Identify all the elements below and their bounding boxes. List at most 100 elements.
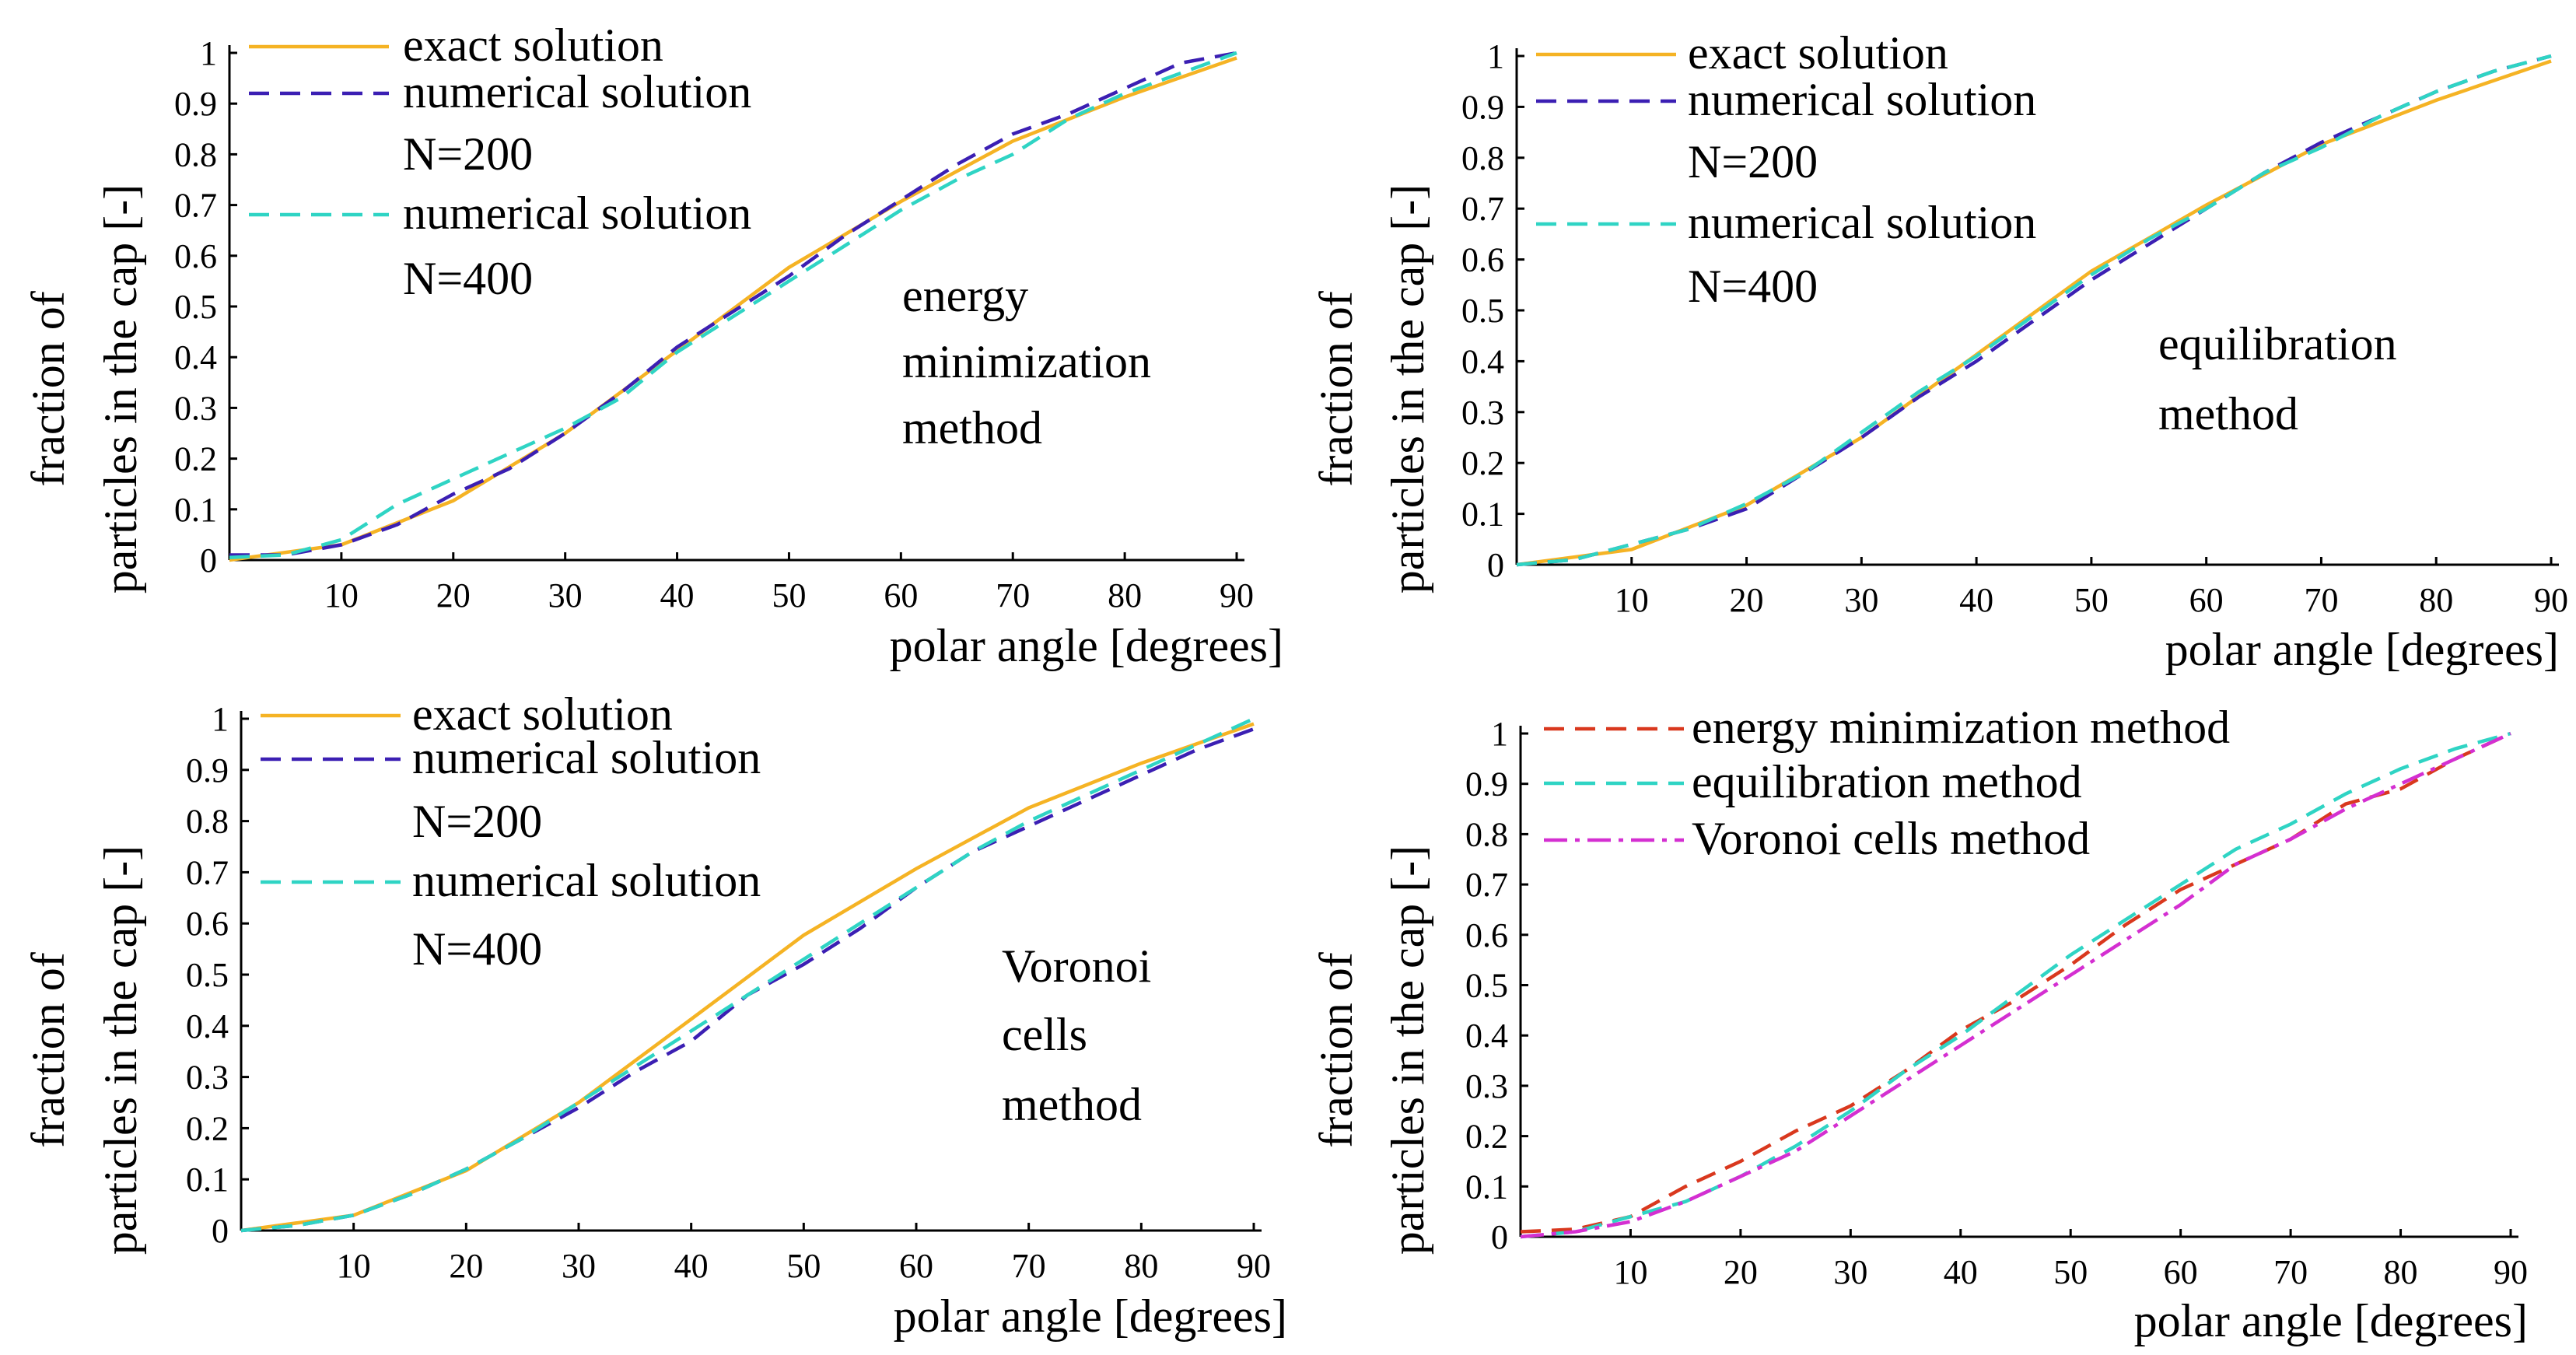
x-axis-label: polar angle [degrees] bbox=[890, 620, 1283, 671]
x-tick-label: 30 bbox=[562, 1247, 596, 1285]
method-annotation: cells bbox=[1002, 1009, 1087, 1060]
y-tick-label: 0.1 bbox=[1461, 495, 1504, 534]
y-axis-label: fraction of bbox=[23, 952, 74, 1148]
x-tick-label: 20 bbox=[436, 576, 471, 614]
y-tick-label: 0.9 bbox=[186, 751, 229, 790]
x-tick-label: 60 bbox=[2189, 581, 2224, 619]
legend-label: exact solution bbox=[412, 688, 673, 740]
series-line-3 bbox=[1516, 54, 2552, 567]
x-tick-label: 40 bbox=[1944, 1253, 1978, 1291]
x-axis-label: polar angle [degrees] bbox=[2134, 1295, 2528, 1346]
y-tick-label: 0.8 bbox=[1461, 139, 1504, 177]
y-tick-label: 0.2 bbox=[1465, 1118, 1508, 1156]
y-tick-label: 0.6 bbox=[1465, 916, 1508, 954]
x-tick-label: 20 bbox=[1730, 581, 1764, 619]
y-tick-label: 1 bbox=[1491, 715, 1508, 753]
y-tick-label: 0.6 bbox=[1461, 241, 1504, 279]
x-tick-label: 80 bbox=[1108, 576, 1142, 614]
chart-2: 0 0.1 0.2 0.3 0.4 0.5 0.6 0.7 0.8 0.9 1 10 20 30 40 50 6… bbox=[1311, 27, 2568, 675]
x-tick-label: 60 bbox=[899, 1247, 933, 1285]
series-line-3 bbox=[1520, 731, 2511, 1239]
y-tick-label: 0.7 bbox=[1465, 866, 1508, 904]
legend-label: numerical solution bbox=[1688, 74, 2036, 125]
x-axis-label: polar angle [degrees] bbox=[2165, 624, 2559, 675]
legend-label: energy minimization method bbox=[1692, 702, 2230, 753]
method-annotation: minimization bbox=[902, 336, 1151, 387]
y-tick-label: 1 bbox=[200, 34, 217, 72]
x-tick-label: 70 bbox=[996, 576, 1030, 614]
y-axis-label: particles in the cap [-] bbox=[1382, 184, 1433, 593]
legend-label: numerical solution bbox=[403, 187, 751, 239]
x-tick-label: 40 bbox=[660, 576, 695, 614]
x-tick-label: 90 bbox=[1237, 1247, 1271, 1285]
legend-label: N=400 bbox=[412, 923, 542, 975]
legend-label: N=200 bbox=[403, 128, 533, 180]
y-tick-label: 1 bbox=[1487, 37, 1504, 75]
series-line-3 bbox=[240, 716, 1255, 1233]
x-tick-label: 90 bbox=[2534, 581, 2568, 619]
method-annotation: method bbox=[902, 402, 1042, 453]
method-annotation: method bbox=[2158, 388, 2298, 439]
y-tick-label: 0.9 bbox=[1461, 88, 1504, 126]
x-tick-label: 10 bbox=[337, 1247, 371, 1285]
y-axis-label: particles in the cap [-] bbox=[95, 184, 146, 593]
series-line-1 bbox=[1516, 59, 2552, 567]
x-tick-label: 50 bbox=[772, 576, 806, 614]
y-tick-label: 0.7 bbox=[1461, 190, 1504, 228]
y-tick-label: 0.6 bbox=[186, 905, 229, 943]
legend-label: numerical solution bbox=[403, 66, 751, 117]
x-tick-label: 90 bbox=[1220, 576, 1254, 614]
y-tick-label: 0.4 bbox=[1461, 342, 1504, 380]
series-line-2 bbox=[1520, 731, 2511, 1239]
x-tick-label: 20 bbox=[449, 1247, 483, 1285]
x-tick-label: 80 bbox=[1124, 1247, 1158, 1285]
y-tick-label: 0.4 bbox=[186, 1007, 229, 1045]
y-tick-label: 0.9 bbox=[174, 85, 217, 123]
method-annotation: Voronoi bbox=[1002, 940, 1151, 992]
y-tick-label: 0.2 bbox=[174, 440, 217, 478]
y-tick-label: 0.3 bbox=[1461, 394, 1504, 432]
y-tick-label: 0.2 bbox=[1461, 444, 1504, 482]
y-tick-label: 0.2 bbox=[186, 1109, 229, 1147]
y-axis-label: particles in the cap [-] bbox=[1382, 846, 1433, 1255]
x-tick-label: 30 bbox=[548, 576, 583, 614]
y-tick-label: 0.3 bbox=[1465, 1067, 1508, 1105]
series-line-1 bbox=[1520, 731, 2511, 1234]
x-tick-label: 70 bbox=[1012, 1247, 1046, 1285]
y-tick-label: 0.7 bbox=[174, 187, 217, 225]
legend-label: numerical solution bbox=[412, 732, 761, 783]
legend-label: N=400 bbox=[1688, 261, 1818, 312]
series-line-1 bbox=[229, 56, 1237, 562]
x-tick-label: 50 bbox=[2053, 1253, 2088, 1291]
y-tick-label: 0 bbox=[200, 541, 217, 579]
x-tick-label: 90 bbox=[2494, 1253, 2528, 1291]
series-line-2 bbox=[229, 51, 1237, 557]
x-tick-label: 30 bbox=[1833, 1253, 1867, 1291]
series-line-2 bbox=[1516, 54, 2552, 567]
series-line-3 bbox=[229, 51, 1237, 559]
y-tick-label: 0.1 bbox=[174, 491, 217, 529]
legend-label: numerical solution bbox=[1688, 197, 2036, 248]
y-tick-label: 1 bbox=[212, 700, 229, 738]
x-tick-label: 50 bbox=[786, 1247, 821, 1285]
y-tick-label: 0.1 bbox=[1465, 1168, 1508, 1206]
x-tick-label: 50 bbox=[2074, 581, 2109, 619]
x-tick-label: 40 bbox=[674, 1247, 709, 1285]
x-tick-label: 40 bbox=[1959, 581, 1993, 619]
y-tick-label: 0.4 bbox=[174, 338, 217, 376]
y-tick-label: 0.7 bbox=[186, 853, 229, 891]
legend-label: N=400 bbox=[403, 253, 533, 304]
y-tick-label: 0.8 bbox=[174, 135, 217, 173]
legend-label: Voronoi cells method bbox=[1692, 813, 2090, 864]
y-tick-label: 0.3 bbox=[186, 1059, 229, 1097]
chart-3: 0 0.1 0.2 0.3 0.4 0.5 0.6 0.7 0.8 0.9 1 10 20 30 40 50 6… bbox=[23, 688, 1287, 1342]
y-axis-label: fraction of bbox=[23, 291, 74, 487]
legend-label: exact solution bbox=[1688, 27, 1948, 79]
legend-label: equilibration method bbox=[1692, 756, 2082, 807]
method-annotation: energy bbox=[902, 270, 1028, 321]
x-tick-label: 10 bbox=[324, 576, 359, 614]
legend-label: exact solution bbox=[403, 19, 663, 71]
y-tick-label: 0 bbox=[1491, 1218, 1508, 1256]
x-tick-label: 30 bbox=[1844, 581, 1878, 619]
y-tick-label: 0.9 bbox=[1465, 765, 1508, 804]
